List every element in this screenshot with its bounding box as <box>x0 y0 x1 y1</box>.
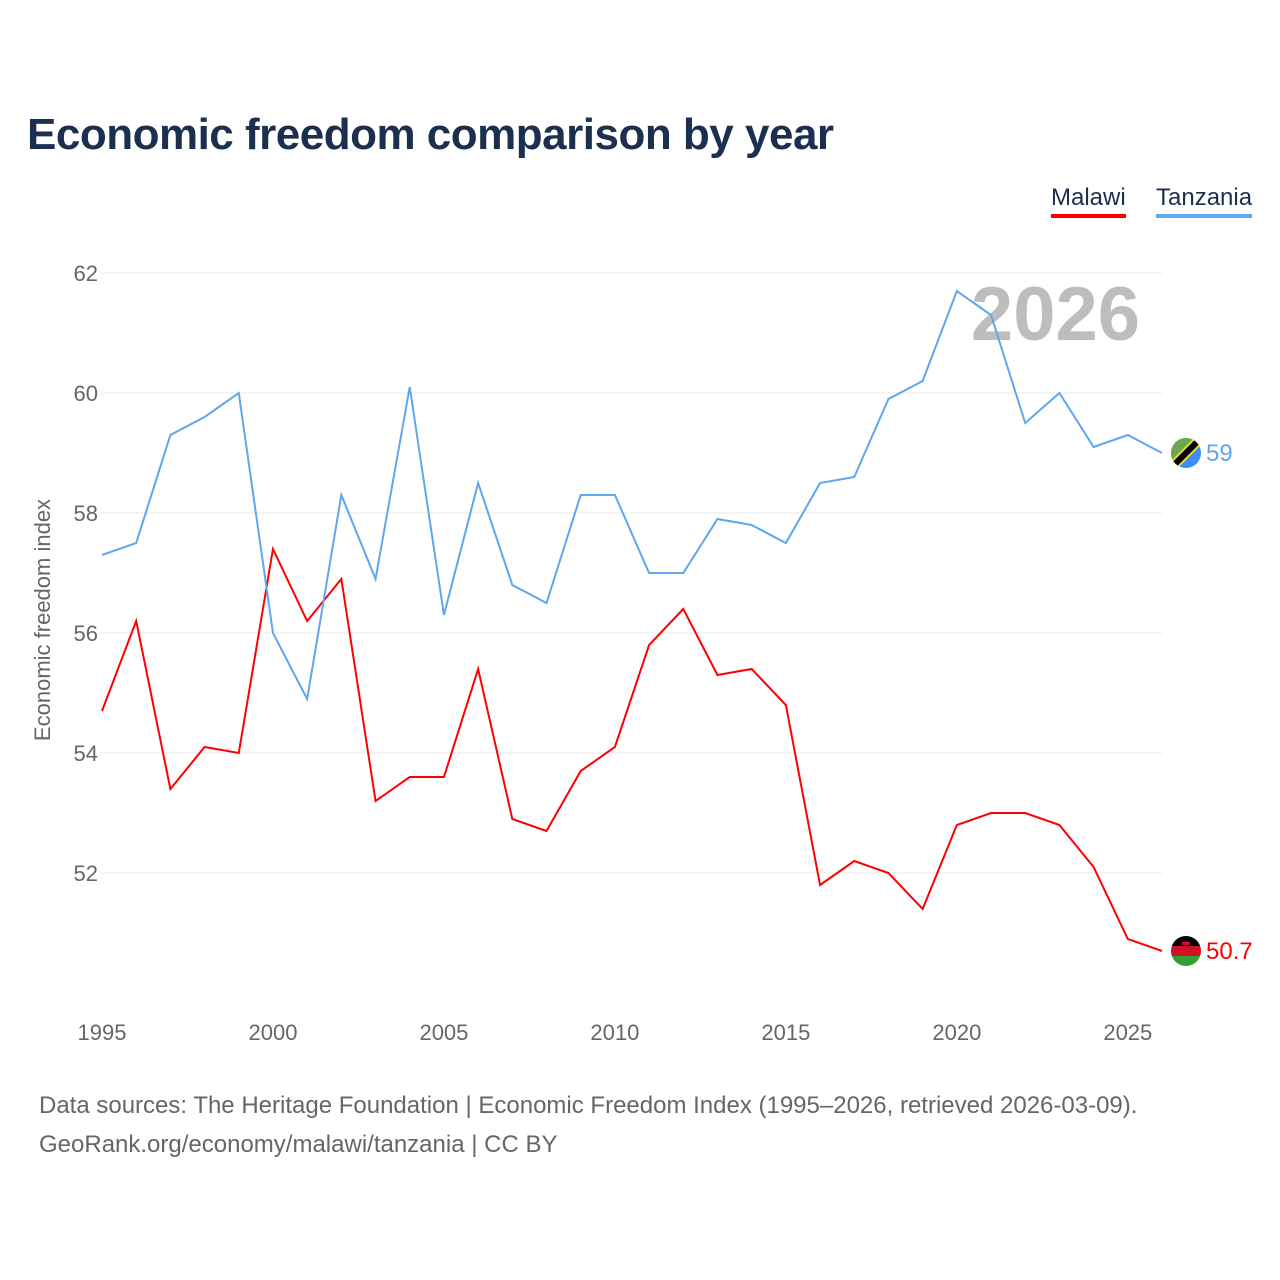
legend-tanzania[interactable]: Tanzania <box>1156 184 1253 218</box>
source-link[interactable]: GeoRank.org/economy/malawi/tanzania | CC… <box>39 1131 558 1158</box>
line-chart: 52 54 56 58 60 62 1995 2000 2005 2010 2015 2020 2025… <box>30 261 1253 1045</box>
x-tick-label: 2025 <box>1103 1020 1152 1045</box>
series-line-tanzania <box>101 289 1163 703</box>
year-watermark: 2026 <box>971 272 1140 357</box>
x-tick-label: 2020 <box>932 1020 981 1045</box>
footer: Data sources: The Heritage Foundation | … <box>39 1086 1137 1164</box>
chart-title: Economic freedom comparison by year <box>27 110 834 159</box>
x-tick-label: 2010 <box>590 1020 639 1045</box>
end-label-tanzania: 59 <box>1206 440 1233 467</box>
legend-malawi[interactable]: Malawi <box>1051 184 1126 218</box>
x-tick-label: 1995 <box>78 1020 127 1045</box>
y-tick-label: 56 <box>74 621 98 646</box>
end-label-malawi: 50.7 <box>1206 938 1253 965</box>
malawi-flag-icon <box>1171 936 1201 966</box>
data-sources: Data sources: The Heritage Foundation | … <box>39 1092 1138 1119</box>
x-tick-label: 2005 <box>419 1020 468 1045</box>
y-axis-label: Economic freedom index <box>30 499 55 741</box>
x-tick-label: 2015 <box>761 1020 810 1045</box>
y-tick-label: 54 <box>74 741 98 766</box>
y-tick-label: 60 <box>74 381 98 406</box>
y-tick-label: 52 <box>74 861 98 886</box>
tanzania-flag-icon <box>1171 438 1201 468</box>
series-line-malawi <box>101 545 1163 952</box>
y-tick-label: 58 <box>74 501 98 526</box>
x-tick-label: 2000 <box>248 1020 297 1045</box>
y-tick-label: 62 <box>74 261 98 286</box>
